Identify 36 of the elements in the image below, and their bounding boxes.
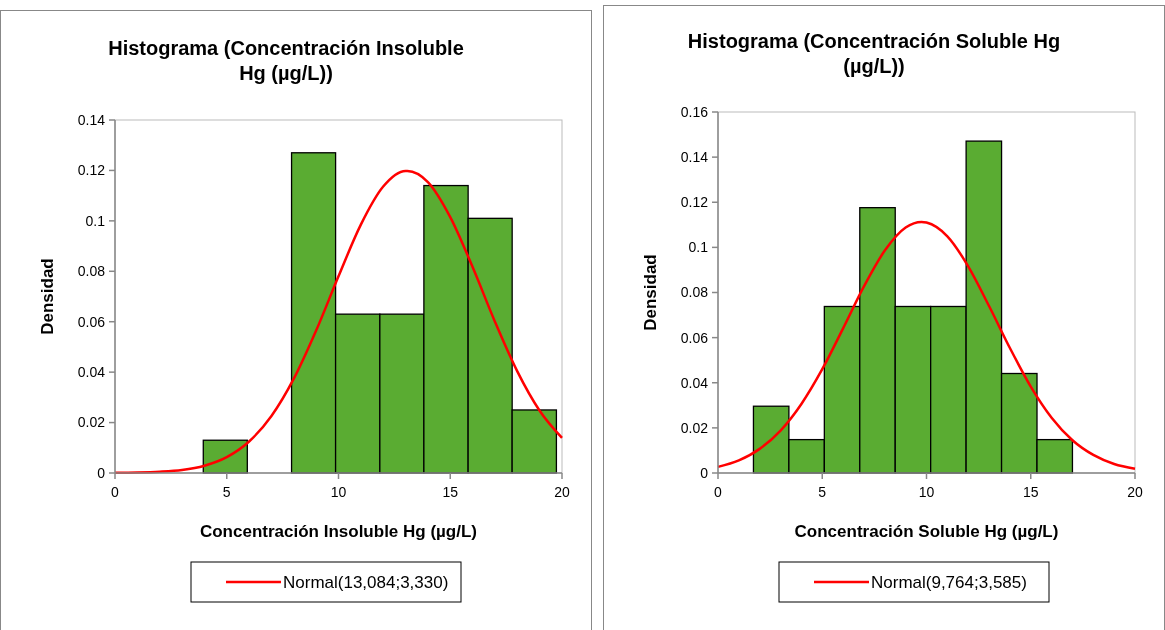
y-tick-label: 0.08 (77, 263, 106, 280)
y-tick-label: 0.12 (77, 162, 106, 179)
chart-title: Histograma (Concentración Insoluble Hg (µg/L)) (108, 37, 464, 84)
x-tick-label: 15 (1022, 484, 1039, 500)
y-tick-label: 0.08 (680, 284, 709, 301)
x-tick-label: 5 (222, 484, 231, 500)
y-tick-label: 0.12 (680, 194, 709, 211)
x-tick-label: 10 (330, 484, 347, 500)
y-tick-label: 0 (700, 464, 709, 481)
y-tick-label: 0.1 (85, 212, 106, 229)
y-tick-label: 0.14 (680, 149, 709, 166)
y-tick-label: 0 (97, 464, 106, 481)
y-axis-title: Densidad (38, 258, 57, 335)
y-tick-label: 0.06 (680, 329, 709, 346)
y-tick-label: 0.1 (688, 239, 709, 256)
y-tick-label: 0.06 (77, 313, 106, 330)
y-axis-title: Densidad (641, 254, 660, 331)
y-tick-label: 0.04 (77, 364, 106, 381)
legend-label: Normal(9,764;3,585) (871, 572, 1027, 592)
y-tick-label: 0.16 (680, 103, 709, 120)
x-tick-label: 10 (918, 484, 935, 500)
legend-label: Normal(13,084;3,330) (283, 572, 449, 592)
chart-title: Histograma (Concentración Soluble Hg (µg/L)) (687, 30, 1061, 77)
y-tick-label: 0.02 (77, 414, 106, 431)
x-tick-label: 20 (554, 484, 570, 500)
x-axis-title: Concentración Insoluble Hg (µg/L) (199, 522, 478, 541)
x-tick-label: 15 (442, 484, 459, 500)
x-tick-label: 0 (111, 484, 120, 500)
x-axis-title: Concentración Soluble Hg (µg/L) (794, 522, 1059, 541)
x-tick-label: 5 (818, 484, 827, 500)
y-tick-label: 0.04 (680, 374, 709, 391)
x-tick-label: 20 (1127, 484, 1143, 500)
x-tick-label: 0 (714, 484, 723, 500)
y-tick-label: 0.14 (77, 111, 106, 128)
line-series (716, 220, 1137, 470)
y-tick-label: 0.02 (680, 419, 709, 436)
